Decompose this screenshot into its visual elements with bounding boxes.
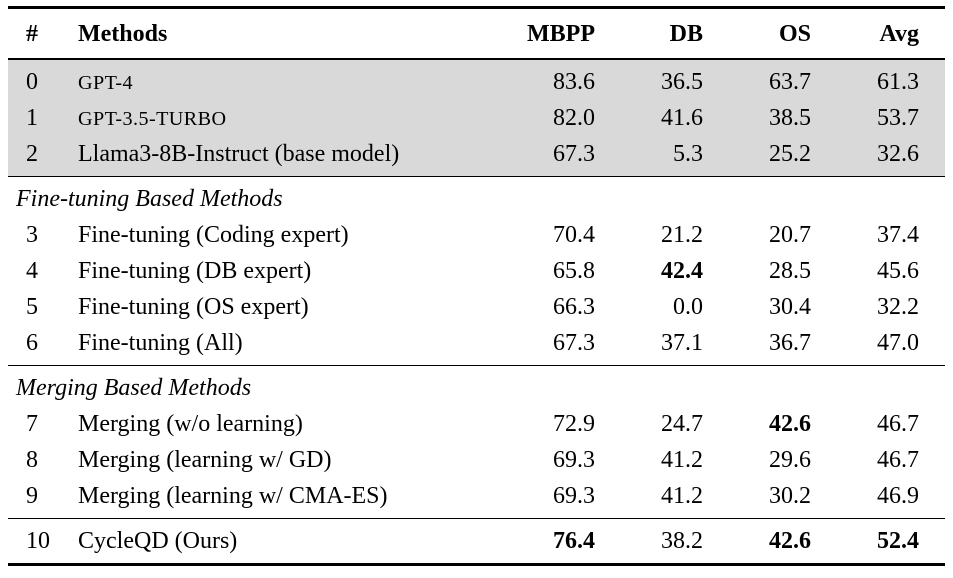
- score-cell: 20.7: [769, 222, 811, 248]
- row-number: 6: [26, 330, 38, 356]
- section-fine-tuning-based-methods: Fine-tuning Based Methods 3 Fine-tuning (C…: [8, 176, 945, 366]
- table-row: 7 Merging (w/o learning) 72.9 24.7 42.6 46.7: [8, 406, 945, 442]
- row-number: 1: [8, 100, 70, 136]
- method-name: GPT-4: [70, 59, 509, 100]
- score-cell: 82.0: [509, 100, 621, 136]
- method-name: Merging (learning w/ GD): [78, 447, 332, 473]
- score-cell: 76.4: [553, 528, 595, 554]
- score-cell: 24.7: [661, 411, 703, 437]
- score-cell: 42.6: [769, 411, 811, 437]
- table-row: 6 Fine-tuning (All) 67.3 37.1 36.7 47.0: [8, 325, 945, 366]
- score-cell: 36.5: [621, 59, 729, 100]
- score-cell: 37.1: [661, 330, 703, 356]
- score-cell: 47.0: [877, 330, 919, 356]
- section-label: Fine-tuning Based Methods: [16, 186, 283, 212]
- method-name: Fine-tuning (Coding expert): [78, 222, 349, 248]
- method-name: GPT-3.5-TURBO: [70, 100, 509, 136]
- section-merging-based-methods: Merging Based Methods 7 Merging (w/o learn…: [8, 365, 945, 519]
- score-cell: 0.0: [673, 294, 703, 320]
- method-name: Llama3-8B-Instruct (base model): [70, 136, 509, 177]
- header-db: DB: [669, 21, 703, 47]
- table-row: 1 GPT-3.5-TURBO 82.0 41.6 38.5 53.7: [8, 100, 945, 136]
- score-cell: 46.7: [877, 447, 919, 473]
- score-cell: 61.3: [837, 59, 945, 100]
- table-row: 8 Merging (learning w/ GD) 69.3 41.2 29.6 46.…: [8, 442, 945, 478]
- score-cell: 25.2: [729, 136, 837, 177]
- score-cell: 41.2: [661, 483, 703, 509]
- row-number: 5: [26, 294, 38, 320]
- header-avg: Avg: [879, 21, 919, 47]
- row-number: 8: [26, 447, 38, 473]
- score-cell: 67.3: [553, 330, 595, 356]
- row-number: 3: [26, 222, 38, 248]
- table-row: 10 CycleQD (Ours) 76.4 38.2 42.6 52.4: [8, 519, 945, 565]
- score-cell: 67.3: [509, 136, 621, 177]
- table-row: 4 Fine-tuning (DB expert) 65.8 42.4 28.5 45.6: [8, 253, 945, 289]
- score-cell: 32.2: [877, 294, 919, 320]
- row-number: 10: [26, 528, 50, 554]
- score-cell: 30.4: [769, 294, 811, 320]
- header-num: #: [26, 21, 38, 47]
- table-row: 5 Fine-tuning (OS expert) 66.3 0.0 30.4 32.2: [8, 289, 945, 325]
- table-header: # Methods MBPP DB OS Avg: [8, 8, 945, 59]
- score-cell: 69.3: [553, 447, 595, 473]
- score-cell: 83.6: [509, 59, 621, 100]
- header-mbpp: MBPP: [527, 21, 595, 47]
- score-cell: 36.7: [769, 330, 811, 356]
- score-cell: 41.2: [661, 447, 703, 473]
- score-cell: 42.6: [769, 528, 811, 554]
- section-0: 0 GPT-4 83.6 36.5 63.7 61.3 1 GPT-3.5-TURBO 82.0…: [8, 59, 945, 177]
- score-cell: 45.6: [877, 258, 919, 284]
- method-name: Merging (w/o learning): [78, 411, 303, 437]
- section-label-row: Fine-tuning Based Methods: [8, 177, 945, 218]
- row-number: 2: [8, 136, 70, 177]
- method-name: CycleQD (Ours): [78, 528, 238, 554]
- score-cell: 70.4: [553, 222, 595, 248]
- header-methods: Methods: [78, 21, 168, 47]
- score-cell: 28.5: [769, 258, 811, 284]
- score-cell: 46.7: [877, 411, 919, 437]
- header-row: # Methods MBPP DB OS Avg: [8, 8, 945, 59]
- score-cell: 38.2: [661, 528, 703, 554]
- row-number: 7: [26, 411, 38, 437]
- score-cell: 53.7: [837, 100, 945, 136]
- method-name: Fine-tuning (DB expert): [78, 258, 312, 284]
- method-name: Fine-tuning (All): [78, 330, 243, 356]
- method-name: Fine-tuning (OS expert): [78, 294, 309, 320]
- results-table: # Methods MBPP DB OS Avg 0 GPT-4 83.6 36.5 6…: [8, 6, 945, 566]
- row-number: 4: [26, 258, 38, 284]
- row-number: 0: [8, 59, 70, 100]
- table-row: 3 Fine-tuning (Coding expert) 70.4 21.2 20.7…: [8, 217, 945, 253]
- table-row: 0 GPT-4 83.6 36.5 63.7 61.3: [8, 59, 945, 100]
- score-cell: 30.2: [769, 483, 811, 509]
- score-cell: 66.3: [553, 294, 595, 320]
- score-cell: 63.7: [729, 59, 837, 100]
- section-label: Merging Based Methods: [16, 375, 252, 401]
- score-cell: 38.5: [729, 100, 837, 136]
- header-os: OS: [778, 21, 811, 47]
- score-cell: 72.9: [553, 411, 595, 437]
- score-cell: 21.2: [661, 222, 703, 248]
- score-cell: 52.4: [877, 528, 919, 554]
- score-cell: 37.4: [877, 222, 919, 248]
- method-name: Merging (learning w/ CMA-ES): [78, 483, 388, 509]
- table-row: 2 Llama3-8B-Instruct (base model) 67.3 5.3 2…: [8, 136, 945, 177]
- score-cell: 29.6: [769, 447, 811, 473]
- section-3: 10 CycleQD (Ours) 76.4 38.2 42.6 52.4: [8, 518, 945, 565]
- score-cell: 5.3: [621, 136, 729, 177]
- row-number: 9: [26, 483, 38, 509]
- section-label-row: Merging Based Methods: [8, 366, 945, 407]
- score-cell: 41.6: [621, 100, 729, 136]
- score-cell: 69.3: [553, 483, 595, 509]
- score-cell: 65.8: [553, 258, 595, 284]
- score-cell: 42.4: [661, 258, 703, 284]
- score-cell: 46.9: [877, 483, 919, 509]
- score-cell: 32.6: [837, 136, 945, 177]
- table-row: 9 Merging (learning w/ CMA-ES) 69.3 41.2 30.…: [8, 478, 945, 519]
